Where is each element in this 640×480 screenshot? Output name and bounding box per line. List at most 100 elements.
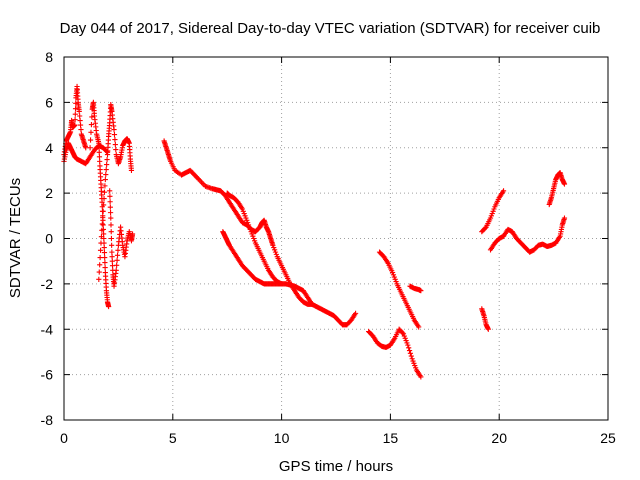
data-point [101,249,108,256]
data-point [279,281,285,287]
data-point [97,262,103,268]
data-point [108,229,114,235]
data-point [485,326,491,332]
data-point [72,122,78,128]
y-tick-label: 8 [45,49,53,65]
data-point [352,310,359,316]
data-point [115,247,121,253]
data-point [112,136,118,143]
grid-lines [64,57,608,420]
data-point [405,342,411,348]
y-tick-label: -2 [41,276,54,292]
data-point [96,154,103,160]
data-point [102,176,108,183]
data-point [107,204,113,210]
data-point [102,183,108,189]
data-point [102,264,108,271]
data-point [72,111,78,117]
data-point [406,347,413,354]
data-point [99,199,105,205]
data-point [73,100,79,106]
data-point [108,235,115,242]
x-tick-label: 20 [491,430,507,446]
data-point [107,210,114,216]
y-tick-label: -8 [41,412,54,428]
data-point [98,234,105,240]
data-point [107,199,113,205]
data-point [418,288,424,294]
data-point [76,108,82,115]
data-point [83,145,89,151]
data-point [406,345,412,351]
plot-frame [63,56,609,421]
data-point [78,127,84,133]
data-point [101,202,107,208]
data-point [96,145,102,151]
data-point [99,221,105,227]
data-point [561,181,568,187]
y-tick-label: 4 [45,140,53,156]
data-point [97,254,103,261]
x-tick-label: 0 [60,430,68,446]
data-point [104,161,110,168]
data-point [102,259,108,266]
data-point [101,231,107,237]
data-point [108,215,114,221]
data-point [416,324,422,330]
data-point [77,117,83,124]
data-point [418,374,424,380]
data-point [482,225,488,231]
data-point [77,122,84,128]
data-point [112,141,118,148]
y-tick-label: -4 [41,321,54,337]
y-tick-label: 0 [45,231,53,247]
data-point [500,188,507,194]
data-point [96,276,102,282]
data-point [77,113,83,119]
data-point [113,146,119,153]
data-point [399,330,406,336]
x-tick-label: 25 [600,430,616,446]
data-point [100,215,106,221]
data-point [87,137,94,143]
chart-title: Day 044 of 2017, Sidereal Day-to-day VTE… [60,20,601,37]
data-point [114,252,121,258]
x-tick-label: 10 [274,430,290,446]
data-point [102,254,108,261]
y-axis-label: SDTVAR / TECUs [7,178,24,298]
data-point [111,131,118,138]
data-point [72,106,79,112]
data-point [114,262,120,268]
data-point [97,247,104,253]
y-tick-label: 6 [45,94,53,110]
data-point [103,171,109,178]
data-point [561,215,568,221]
data-point [109,249,115,255]
data-point [97,158,103,164]
data-point [129,231,136,237]
data-point [114,257,120,263]
data-point [113,267,119,273]
data-point [128,167,135,174]
data-point [101,189,108,195]
data-point [100,222,106,228]
data-point [88,122,95,128]
axis-ticks: 0 5 10 15 20 25 -8 -6 -4 -2 0 2 4 6 8 [41,49,616,446]
data-point [96,269,102,275]
data-point [101,244,107,251]
data-point [109,254,115,260]
x-tick-label: 15 [383,430,399,446]
data-point [407,350,414,356]
data-point [109,258,115,264]
data-point [111,127,117,133]
y-tick-label: -6 [41,367,54,383]
data-point [107,193,113,199]
data-point [100,208,106,214]
data-point [106,303,112,310]
data-point [108,222,114,228]
data-point [72,117,78,123]
data-point [107,188,113,194]
data-point [101,195,107,202]
data-point [96,149,102,155]
data-point [104,156,110,163]
